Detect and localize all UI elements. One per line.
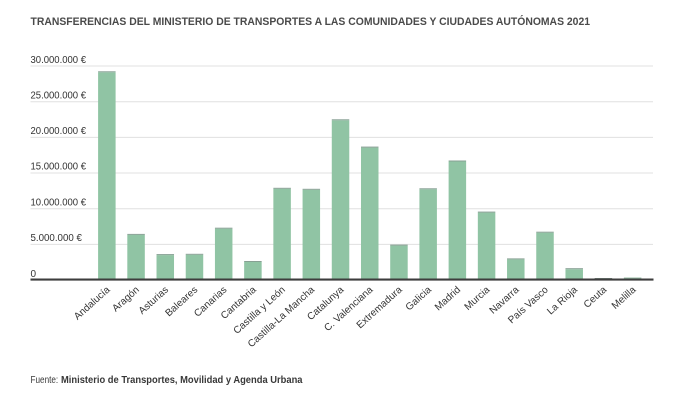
svg-text:20.000.000 €: 20.000.000 € bbox=[31, 126, 87, 137]
svg-text:Fuente:: Fuente: bbox=[31, 375, 59, 386]
svg-text:5.000.000 €: 5.000.000 € bbox=[31, 233, 83, 244]
svg-text:0: 0 bbox=[31, 269, 37, 280]
svg-text:10.000.000 €: 10.000.000 € bbox=[31, 197, 87, 208]
svg-text:15.000.000 €: 15.000.000 € bbox=[31, 162, 87, 173]
svg-text:TRANSFERENCIAS DEL MINISTERIO: TRANSFERENCIAS DEL MINISTERIO DE TRANSPO… bbox=[31, 15, 591, 28]
svg-text:25.000.000 €: 25.000.000 € bbox=[31, 90, 87, 101]
svg-text:Ministerio de Transportes, Mov: Ministerio de Transportes, Movilidad y A… bbox=[61, 375, 303, 386]
svg-text:30.000.000 €: 30.000.000 € bbox=[31, 55, 87, 66]
